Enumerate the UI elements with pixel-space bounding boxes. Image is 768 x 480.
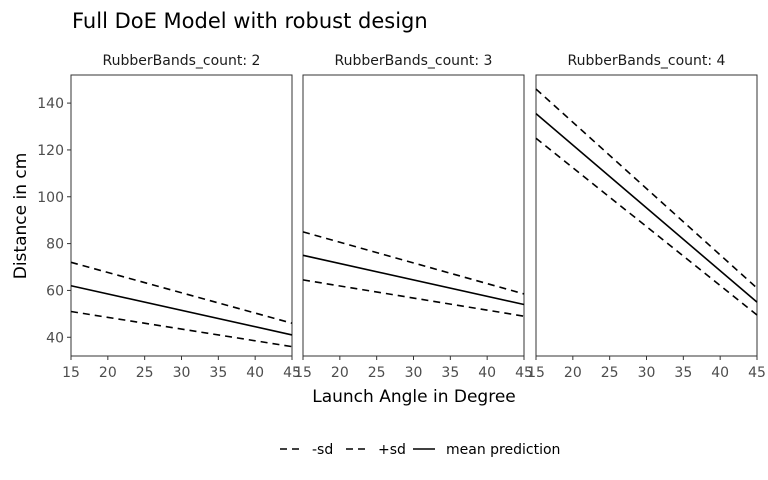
x-tick-label: 15 (294, 365, 312, 381)
legend: -sd +sd mean prediction (280, 442, 560, 458)
y-tick-label: 60 (46, 283, 64, 299)
x-tick-label: 15 (527, 365, 545, 381)
series-line-sd (70, 261, 293, 324)
series-line-sd (302, 279, 525, 317)
legend-label: -sd (312, 442, 333, 458)
panel-1: RubberBands_count: 2 15 20 25 30 35 40 45 40 60 80… (37, 53, 301, 381)
series-line-sd (302, 231, 525, 295)
x-tick-label: 20 (331, 365, 349, 381)
panel-strip-label: RubberBands_count: 2 (103, 53, 261, 69)
x-tick-label: 45 (748, 365, 766, 381)
x-tick-label: 30 (638, 365, 656, 381)
legend-label: mean prediction (446, 442, 560, 458)
x-tick-label: 30 (405, 365, 423, 381)
panel-strip-label: RubberBands_count: 4 (568, 53, 726, 69)
legend-label: +sd (378, 442, 406, 458)
series-line-sd (535, 88, 758, 289)
x-tick-label: 30 (173, 365, 191, 381)
x-tick-label: 35 (209, 365, 227, 381)
panel-2: RubberBands_count: 3 15 20 25 30 35 40 45 (294, 53, 533, 381)
y-tick-label: 100 (37, 190, 64, 206)
y-tick-label: 80 (46, 237, 64, 253)
x-tick-label: 15 (62, 365, 80, 381)
series-line-mean-prediction (70, 284, 293, 336)
y-tick-label: 40 (46, 330, 64, 346)
series-line-mean-prediction (302, 254, 525, 306)
x-tick-label: 35 (441, 365, 459, 381)
series-line-sd (70, 310, 293, 348)
x-tick-label: 20 (564, 365, 582, 381)
chart-title: Full DoE Model with robust design (72, 9, 428, 33)
y-tick-label: 140 (37, 96, 64, 112)
panel-border (535, 74, 758, 357)
series-line-mean-prediction (535, 113, 758, 303)
x-tick-label: 45 (283, 365, 301, 381)
x-tick-label: 25 (136, 365, 154, 381)
panel-border (302, 74, 525, 357)
series-line-sd (535, 137, 758, 316)
x-tick-label: 45 (515, 365, 533, 381)
x-tick-label: 40 (246, 365, 264, 381)
panel-3: RubberBands_count: 4 15 20 25 30 35 40 45 (527, 53, 766, 381)
x-tick-label: 40 (711, 365, 729, 381)
panels-group: RubberBands_count: 2 15 20 25 30 35 40 45 40 60 80… (37, 53, 766, 381)
y-tick-label: 120 (37, 143, 64, 159)
x-tick-label: 25 (601, 365, 619, 381)
x-axis-title: Launch Angle in Degree (312, 387, 516, 407)
x-tick-label: 35 (674, 365, 692, 381)
x-tick-label: 25 (368, 365, 386, 381)
x-tick-label: 20 (99, 365, 117, 381)
y-axis-title: Distance in cm (11, 153, 31, 280)
x-tick-label: 40 (478, 365, 496, 381)
panel-strip-label: RubberBands_count: 3 (335, 53, 493, 69)
